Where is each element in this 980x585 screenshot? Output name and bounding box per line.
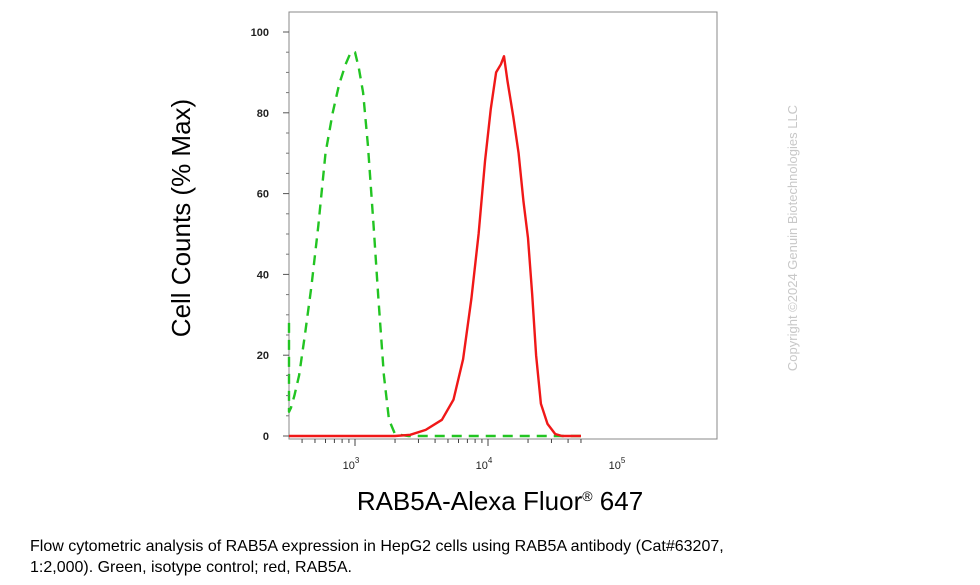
x-tick-label: 105 <box>609 456 626 472</box>
series-line-2 <box>289 55 581 438</box>
y-tick-label: 100 <box>251 27 269 39</box>
y-tick-label: 20 <box>257 350 269 362</box>
copyright-watermark: Copyright ©2024 Genuin Biotechnologies L… <box>785 105 800 371</box>
caption-line-1: Flow cytometric analysis of RAB5A expres… <box>30 538 724 555</box>
x-tick-label: 103 <box>343 456 360 472</box>
y-tick-label: 0 <box>263 431 269 443</box>
x-axis-title: RAB5A-Alexa Fluor® 647 <box>357 486 643 516</box>
x-axis-title-suffix: 647 <box>593 486 644 516</box>
figure-caption: Flow cytometric analysis of RAB5A expres… <box>30 536 975 578</box>
series-layer <box>287 51 581 438</box>
y-tick-label: 80 <box>257 108 269 120</box>
y-tick-label: 60 <box>257 189 269 201</box>
registered-mark: ® <box>582 488 593 504</box>
plot-frame <box>288 11 718 440</box>
y-axis-title: Cell Counts (% Max) <box>166 99 196 337</box>
x-tick-label: 104 <box>476 456 493 472</box>
y-axis: 0 20 40 60 80 100 <box>251 27 289 443</box>
y-tick-label: 40 <box>257 269 269 281</box>
caption-line-2: 1:2,000). Green, isotype control; red, R… <box>30 559 352 576</box>
x-axis-title-main: RAB5A-Alexa Fluor <box>357 486 583 516</box>
x-axis: 103 104 105 <box>301 439 626 472</box>
